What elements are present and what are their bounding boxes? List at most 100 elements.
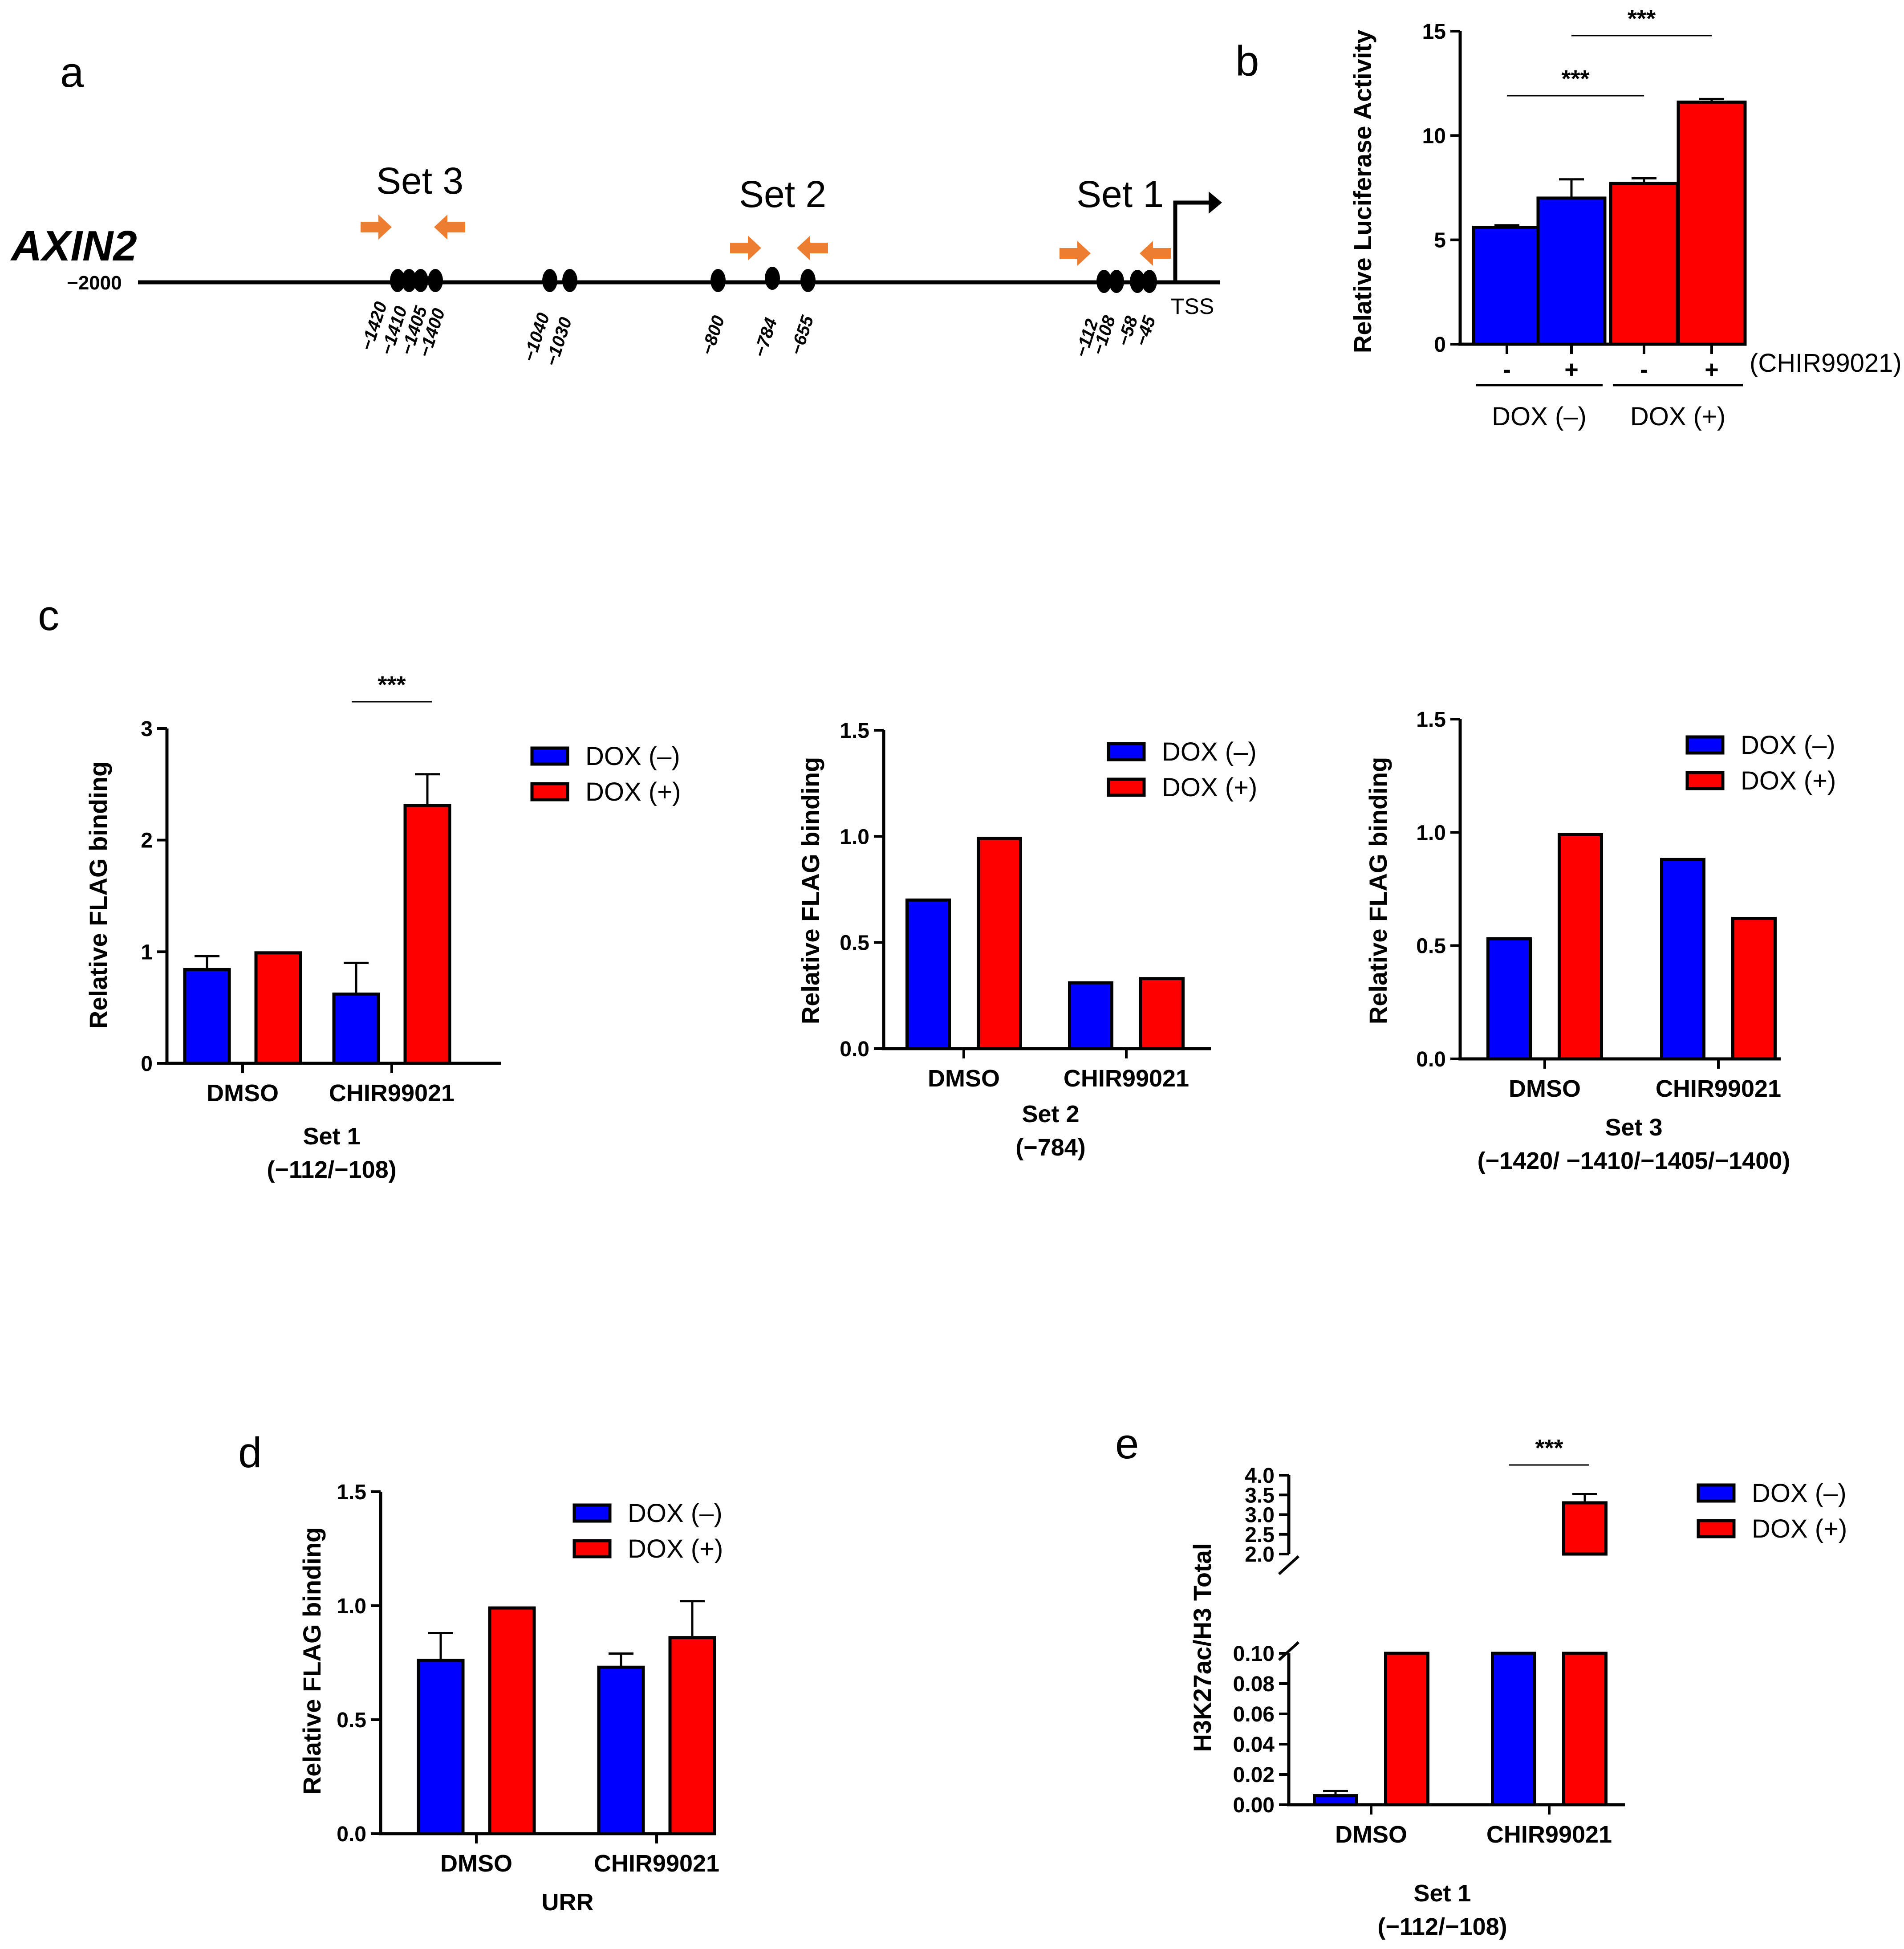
bar <box>1660 858 1705 1061</box>
bar <box>1491 1652 1536 1807</box>
panel-subtitle: (−112/−108) <box>267 1156 396 1183</box>
x-tick-label: CHIR99021 <box>1656 1075 1781 1102</box>
y-tick-label: 2.0 <box>1245 1543 1275 1567</box>
binding-sites <box>390 267 1157 293</box>
x-tick-label: + <box>1564 356 1579 383</box>
bar <box>1677 100 1747 346</box>
x-tick-label: DMSO <box>1335 1821 1407 1848</box>
legend-swatch <box>1697 1483 1736 1503</box>
primer-forward-icon <box>1060 241 1091 266</box>
bar <box>1472 226 1542 346</box>
legend-swatch <box>530 746 569 766</box>
legend-label: DOX (+) <box>1162 773 1257 802</box>
y-tick-label: 0.5 <box>337 1709 366 1732</box>
y-tick-label: 1.5 <box>840 719 869 743</box>
bar <box>1486 937 1532 1061</box>
gene-name: AXIN2 <box>10 222 137 270</box>
bar <box>597 1665 645 1835</box>
y-tick-label: 0.06 <box>1233 1703 1275 1726</box>
y-axis-title: Relative FLAG binding <box>298 1527 326 1794</box>
bar <box>417 1659 465 1835</box>
binding-site <box>1109 270 1124 293</box>
primer-reverse-icon <box>1140 241 1171 266</box>
primer-reverse-icon <box>797 236 828 260</box>
y-tick-label: 0.02 <box>1233 1763 1275 1787</box>
y-tick-label: 1.5 <box>1416 708 1446 732</box>
primer-arrows <box>361 215 1171 266</box>
bar <box>1558 833 1603 1061</box>
y-tick-label: 5 <box>1434 229 1446 252</box>
binding-site <box>562 269 577 292</box>
bar <box>668 1636 716 1835</box>
x-tick-label: CHIR99021 <box>1064 1065 1189 1092</box>
site-label: −784 <box>750 315 781 359</box>
bar <box>488 1606 536 1835</box>
x-tick-label: - <box>1640 356 1648 383</box>
legend-swatch <box>1685 771 1725 790</box>
y-tick-label: 0.0 <box>840 1038 869 1061</box>
y-tick-label: 2.5 <box>1245 1523 1275 1547</box>
legend-label: DOX (–) <box>1741 731 1835 760</box>
binding-site <box>1096 270 1112 293</box>
primer-forward-icon <box>361 215 392 240</box>
axis-break-mark <box>1278 1641 1300 1661</box>
y-tick-label: 0 <box>1434 333 1446 357</box>
binding-site <box>800 269 816 292</box>
y-tick-label: 4.0 <box>1245 1464 1275 1488</box>
panel-letter: b <box>1235 37 1259 85</box>
legend-label: DOX (+) <box>585 777 681 806</box>
panel-subtitle: Set 3 <box>1605 1114 1662 1141</box>
legend-label: DOX (–) <box>1752 1479 1847 1508</box>
binding-site <box>390 269 405 292</box>
set-label-3: Set 3 <box>376 160 463 202</box>
y-tick-label: 1.0 <box>1416 821 1446 845</box>
legend-label: DOX (–) <box>1162 737 1257 766</box>
bar <box>403 804 451 1065</box>
legend-label: DOX (+) <box>628 1534 723 1563</box>
y-axis-title: H3K27ac/H3 Total <box>1188 1543 1216 1752</box>
x-tick-label: DMSO <box>440 1850 512 1877</box>
y-tick-label: 3.0 <box>1245 1504 1275 1527</box>
set-label-1: Set 1 <box>1076 173 1164 215</box>
binding-site <box>428 269 443 292</box>
y-tick-label: 0.0 <box>337 1823 366 1846</box>
x-tick-label: DMSO <box>207 1080 279 1107</box>
panel-subtitle: (−112/−108) <box>1377 1913 1507 1940</box>
y-tick-label: 3 <box>141 717 153 741</box>
legend-swatch <box>530 782 569 802</box>
binding-site <box>710 269 726 292</box>
y-tick-label: 1.0 <box>337 1595 366 1618</box>
x-tick-label: DMSO <box>1509 1075 1581 1102</box>
legend-label: DOX (+) <box>1752 1514 1847 1543</box>
bar <box>1068 981 1113 1050</box>
y-axis-title: Relative FLAG binding <box>84 761 112 1029</box>
group-label: DOX (–) <box>1492 402 1587 431</box>
y-tick-label: 0 <box>141 1052 153 1076</box>
legend-swatch <box>1107 777 1146 797</box>
x-tick-label: - <box>1503 356 1511 383</box>
panel-subtitle: Set 1 <box>1413 1880 1471 1907</box>
axis-break-mark <box>1278 1555 1300 1575</box>
y-axis-title: Relative FLAG binding <box>1364 757 1392 1024</box>
tss-arrow <box>1173 200 1211 282</box>
binding-site <box>765 267 780 290</box>
binding-site <box>1130 270 1145 293</box>
y-tick-label: 1 <box>141 940 153 964</box>
panel-subtitle: (−784) <box>1015 1134 1086 1161</box>
y-tick-label: 0.08 <box>1233 1672 1275 1696</box>
panel-letter: e <box>1115 1420 1139 1468</box>
set-label-2: Set 2 <box>739 173 826 215</box>
binding-site <box>542 269 557 292</box>
y-tick-label: 15 <box>1422 20 1446 44</box>
primer-reverse-icon <box>434 215 465 240</box>
significance-label: *** <box>1628 5 1656 32</box>
panel-subtitle: URR <box>542 1889 594 1916</box>
y-tick-label: 0.04 <box>1233 1733 1275 1757</box>
y-tick-label: 10 <box>1422 124 1446 148</box>
y-tick-label: 0.0 <box>1416 1048 1446 1071</box>
y-tick-label: 1.5 <box>337 1481 366 1504</box>
bar <box>977 837 1022 1050</box>
panel-letter: c <box>38 592 59 639</box>
x-tick-label: CHIR99021 <box>1486 1821 1612 1848</box>
